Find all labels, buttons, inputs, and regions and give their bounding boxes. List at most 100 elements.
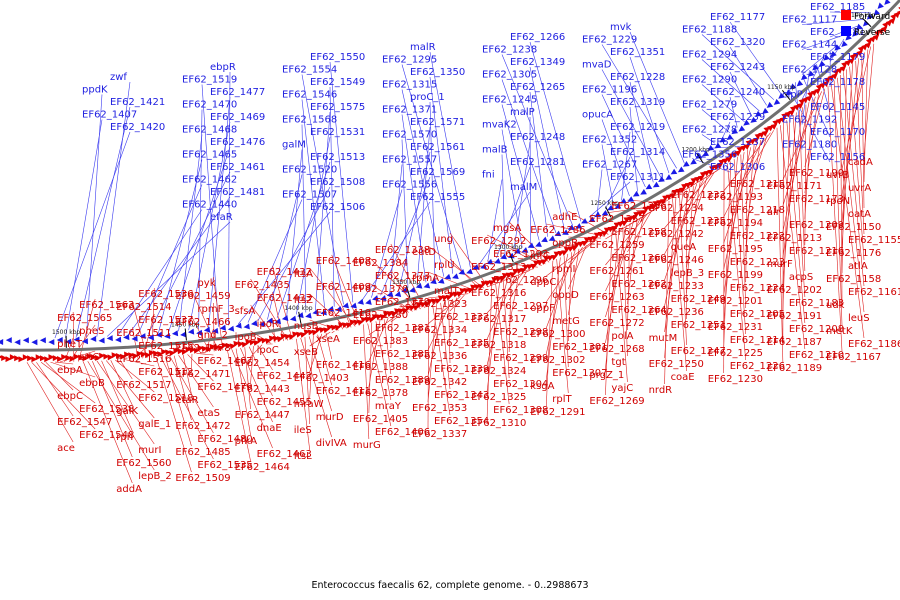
reverse-gene-arrow: [123, 334, 130, 341]
forward-gene-arrow: [241, 341, 248, 348]
reverse-gene-label: EF62_1468: [182, 125, 237, 136]
gene-arrow-pair: [869, 36, 876, 43]
gene-arrow-pair: [115, 336, 122, 359]
gene-arrow-pair: [896, 10, 900, 15]
reverse-gene-arrow: [357, 298, 364, 305]
forward-gene-arrow: [161, 348, 168, 355]
gene-arrow-pair: [187, 328, 196, 354]
forward-gene-label: EF62_1300: [530, 329, 585, 340]
forward-leader-line: [841, 69, 847, 274]
forward-leader-line: [841, 63, 853, 248]
forward-leader-line: [792, 115, 806, 298]
forward-gene-arrow: [94, 354, 102, 361]
reverse-gene-arrow: [884, 0, 891, 5]
gene-arrow-pair: [830, 50, 847, 72]
forward-gene-label: EF62_1222: [730, 231, 785, 242]
forward-gene-label: EF62_1536: [138, 289, 193, 300]
kbp-tick-label: 1100 kbp: [847, 12, 875, 19]
forward-gene-label: EF62_1332: [434, 312, 489, 323]
forward-gene-label: EF62_1354: [434, 416, 489, 427]
forward-gene-arrow: [169, 350, 176, 357]
reverse-gene-arrow: [5, 337, 12, 344]
forward-gene-label: EF62_1223: [730, 257, 785, 268]
forward-gene-label: EF62_1537: [138, 315, 193, 326]
reverse-leader-line: [496, 166, 531, 259]
gene-arrow-pair: [152, 350, 160, 357]
forward-gene-label: EF62_1213: [767, 233, 822, 244]
forward-gene-arrow: [209, 343, 216, 350]
forward-gene-arrow: [869, 36, 876, 43]
forward-gene-label: EF62_1293: [493, 249, 548, 260]
reverse-gene-arrow: [690, 158, 697, 165]
reverse-gene-arrow: [527, 242, 535, 248]
forward-gene-label: EF62_1208: [789, 324, 844, 335]
forward-gene-arrow: [265, 338, 272, 345]
reverse-gene-label: EF62_1476: [210, 137, 265, 148]
forward-gene-label: EF62_1373: [375, 271, 430, 282]
kbp-tick-mark: [184, 328, 187, 341]
forward-gene-label: EF62_1389: [375, 375, 430, 386]
reverse-leader-line: [501, 129, 523, 248]
gene-arrow-pair: [852, 52, 860, 59]
forward-gene-label: EF62_1226: [730, 361, 785, 372]
reverse-gene-arrow: [801, 73, 808, 81]
forward-leader-line: [745, 140, 761, 231]
forward-leader-line: [615, 230, 628, 383]
reverse-gene-label: zwf: [110, 72, 127, 83]
reverse-gene-label: EF62_1185: [810, 2, 865, 13]
forward-gene-arrow: [896, 10, 900, 15]
forward-gene-label: ksgA: [530, 381, 554, 392]
kbp-tick-mark: [605, 206, 612, 218]
reverse-gene-arrow: [719, 136, 727, 143]
reverse-gene-arrow: [607, 204, 614, 211]
forward-gene-label: EF62_1155: [848, 235, 900, 246]
forward-gene-arrow: [31, 356, 38, 363]
reverse-gene-arrow: [778, 92, 785, 99]
forward-gene-label: xseB: [294, 347, 318, 358]
gene-arrow-pair: [235, 322, 244, 348]
forward-gene-label: ebpA: [57, 365, 83, 376]
reverse-gene-label: EF62_1279: [682, 100, 737, 111]
forward-leader-line: [440, 302, 451, 390]
gene-arrow-pair: [98, 337, 106, 359]
forward-gene-arrow: [65, 354, 72, 361]
forward-gene-arrow: [221, 342, 228, 349]
reverse-gene-arrow: [819, 60, 826, 68]
reverse-gene-label: mvaK2: [482, 120, 517, 131]
reverse-leader-line: [301, 124, 307, 313]
legend-reverse-swatch: [841, 26, 851, 36]
reverse-leader-line: [529, 41, 582, 222]
forward-leader-line: [368, 282, 413, 312]
reverse-leader-line: [137, 184, 203, 335]
forward-gene-label: EF62_1249: [671, 294, 726, 305]
reverse-gene-arrow: [856, 23, 863, 31]
gene-arrow-pair: [155, 331, 164, 358]
forward-gene-label: EF62_1286: [530, 225, 585, 236]
forward-gene-label: oatA: [848, 209, 871, 220]
forward-gene-arrow: [48, 354, 55, 361]
forward-gene-arrow: [18, 356, 25, 363]
reverse-gene-label: EF62_1239: [710, 112, 765, 123]
forward-leader-line: [26, 362, 74, 443]
reverse-gene-label: EF62_1546: [282, 90, 337, 101]
gene-arrow-pair: [14, 339, 21, 362]
forward-gene-label: EF62_1336: [412, 351, 467, 362]
gene-arrow-pair: [193, 347, 200, 354]
forward-gene-arrow: [14, 355, 21, 362]
forward-leader-line: [664, 188, 691, 307]
reverse-gene-arrow: [627, 196, 635, 202]
reverse-gene-arrow: [562, 229, 569, 235]
forward-gene-label: EF62_1560: [116, 458, 171, 469]
forward-gene-label: malT: [434, 286, 460, 297]
reverse-gene-arrow: [423, 282, 431, 289]
forward-gene-label: EF62_1302: [530, 355, 585, 366]
reverse-gene-arrow: [852, 30, 859, 37]
forward-gene-label: EF62_1230: [708, 374, 763, 385]
forward-gene-label: EF62_1296: [493, 275, 548, 286]
forward-leader-line: [367, 323, 392, 427]
forward-gene-arrow: [233, 340, 240, 347]
reverse-gene-arrow: [873, 9, 881, 16]
reverse-gene-arrow: [219, 324, 227, 331]
gene-arrow-pair: [241, 341, 248, 348]
forward-leader-line: [733, 159, 747, 335]
